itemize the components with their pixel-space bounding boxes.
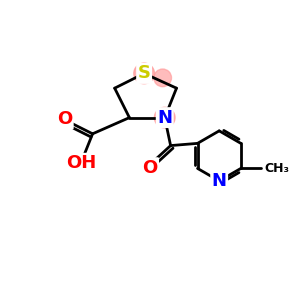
Text: N: N — [212, 172, 227, 190]
Text: CH₃: CH₃ — [264, 162, 290, 175]
Text: N: N — [157, 109, 172, 127]
Text: O: O — [142, 159, 158, 177]
Text: O: O — [57, 110, 72, 128]
Text: OH: OH — [66, 154, 96, 172]
Circle shape — [134, 63, 154, 84]
Text: S: S — [138, 64, 151, 82]
Circle shape — [154, 107, 175, 128]
Circle shape — [154, 69, 172, 87]
